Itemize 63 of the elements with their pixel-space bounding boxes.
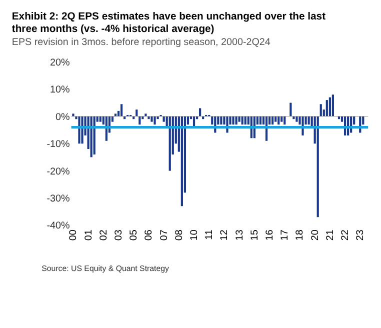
bar (244, 116, 246, 125)
bar (136, 110, 138, 116)
x-tick-label: 15 (249, 229, 260, 241)
x-tick-label: 13 (234, 229, 246, 241)
bar (296, 116, 298, 122)
bar (168, 116, 171, 171)
bar (328, 97, 331, 116)
y-tick-label: -30% (46, 193, 70, 204)
bar (278, 116, 280, 125)
bar (120, 104, 123, 116)
x-tick-label: 12 (219, 230, 230, 241)
bar (241, 116, 244, 125)
bar (271, 116, 274, 125)
bar (280, 116, 283, 122)
x-tick-label: 21 (324, 229, 336, 241)
bar (326, 100, 328, 116)
y-tick-label: -10% (46, 139, 70, 150)
bar (199, 108, 202, 116)
bar (320, 104, 322, 116)
x-tick-label: 17 (280, 230, 291, 241)
bar (259, 116, 262, 125)
bar (154, 116, 156, 125)
bar (238, 116, 240, 122)
bar (220, 116, 222, 125)
bar (316, 116, 319, 218)
y-tick-label: 0% (55, 112, 70, 123)
bar (284, 116, 286, 125)
bar (232, 116, 234, 125)
bar (78, 116, 80, 144)
bar (162, 116, 165, 122)
bar (290, 102, 292, 116)
bar (274, 116, 277, 122)
bar (150, 116, 153, 122)
x-tick-label: 00 (68, 229, 80, 241)
chart-title: Exhibit 2: 2Q EPS estimates have been unchanged over the last three months (vs. -4% historical average) (12, 11, 326, 35)
x-tick-label: 20 (310, 229, 321, 241)
x-tick-label: 05 (128, 229, 140, 241)
bar (332, 94, 334, 116)
x-tick-label: 06 (144, 229, 155, 241)
x-tick-label: 23 (355, 229, 366, 241)
chart-subtitle: EPS revision in 3mos. before reporting season, 2000-2Q24 (12, 37, 271, 48)
bar (138, 116, 141, 125)
x-tick-label: 02 (98, 230, 110, 241)
y-tick-label: -20% (46, 166, 70, 178)
x-tick-label: 03 (113, 229, 124, 241)
bar (308, 116, 310, 125)
x-tick-label: 11 (204, 229, 216, 240)
source-note: Source: US Equity & Quant Strategy (42, 264, 170, 273)
x-tick-label: 08 (174, 229, 185, 241)
x-tick-label: 22 (340, 230, 351, 241)
bar (180, 116, 183, 206)
bar (235, 116, 238, 125)
y-tick-label: 10% (50, 84, 70, 96)
y-tick-label: 20% (50, 57, 70, 68)
y-tick-label: -40% (46, 220, 70, 232)
x-tick-label: 16 (264, 229, 276, 241)
x-tick-label: 01 (83, 229, 94, 241)
x-tick-label: 07 (158, 230, 170, 241)
x-tick-label: 10 (188, 229, 200, 241)
x-tick-label: 18 (294, 229, 306, 241)
bar (81, 116, 84, 144)
bar (148, 116, 150, 120)
bar (99, 116, 102, 122)
